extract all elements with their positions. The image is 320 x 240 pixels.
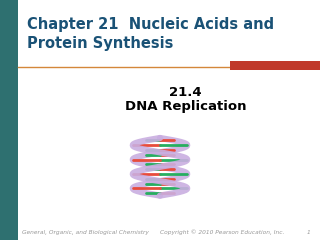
Text: 1: 1 <box>307 230 310 235</box>
Bar <box>230 61 320 70</box>
Text: General, Organic, and Biological Chemistry: General, Organic, and Biological Chemist… <box>22 230 149 235</box>
Text: 21.4: 21.4 <box>169 86 202 99</box>
Bar <box>0 0 18 240</box>
Text: DNA Replication: DNA Replication <box>125 100 246 113</box>
Text: Chapter 21  Nucleic Acids and
Protein Synthesis: Chapter 21 Nucleic Acids and Protein Syn… <box>27 17 274 51</box>
Text: Copyright © 2010 Pearson Education, Inc.: Copyright © 2010 Pearson Education, Inc. <box>160 229 284 235</box>
